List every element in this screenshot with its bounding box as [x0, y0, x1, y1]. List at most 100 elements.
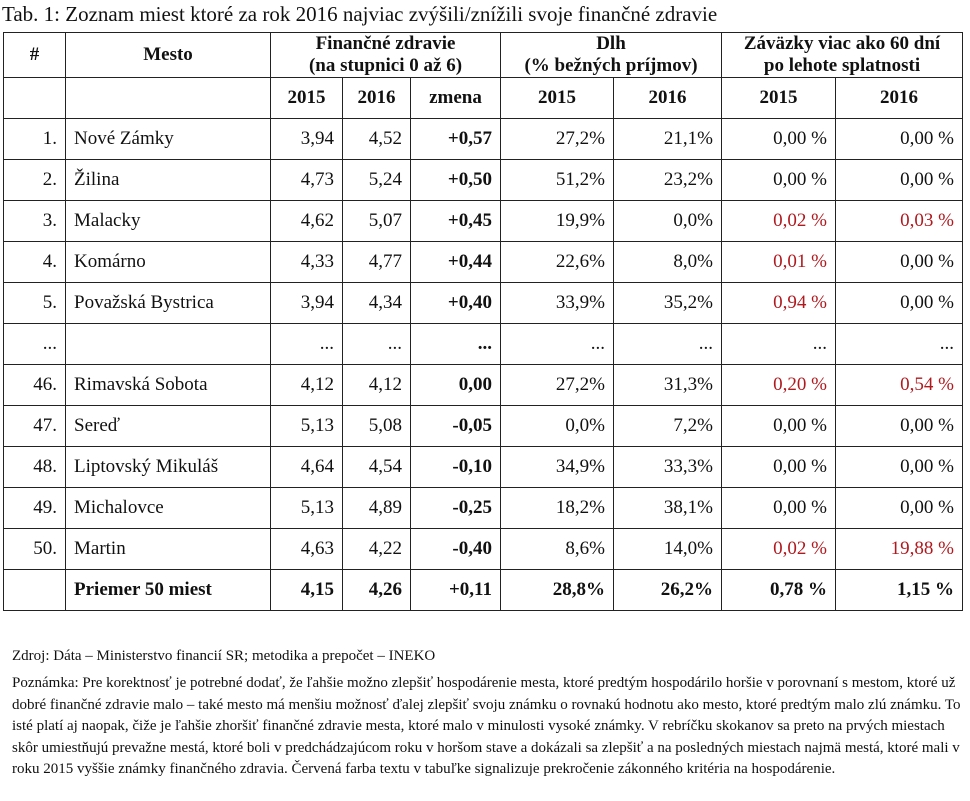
row-debt-2016: 8,0% — [613, 241, 722, 283]
row-health-change: +0,44 — [410, 241, 501, 283]
header-empty-city — [65, 77, 271, 119]
row-liab-2016: ... — [835, 323, 963, 365]
row-number: 47. — [3, 405, 66, 447]
row-city: Považská Bystrica — [65, 282, 271, 324]
row-number: 49. — [3, 487, 66, 529]
row-health-2016: 5,08 — [342, 405, 411, 447]
header-num: # — [3, 32, 66, 78]
row-debt-2016: 33,3% — [613, 446, 722, 488]
row-health-2015: 5,13 — [270, 487, 343, 529]
row-debt-2015: 22,6% — [500, 241, 614, 283]
row-number: 2. — [3, 159, 66, 201]
row-liab-2015: 0,94 % — [721, 282, 836, 324]
table-row: 1. Nové Zámky 3,94 4,52 +0,57 27,2% 21,1% 0,00 … — [3, 118, 963, 160]
header-empty-num — [3, 77, 66, 119]
average-health-2016: 4,26 — [342, 569, 411, 611]
table-row: 49. Michalovce 5,13 4,89 -0,25 18,2% 38,1% 0,00… — [3, 487, 963, 529]
row-health-change: -0,40 — [410, 528, 501, 570]
row-debt-2016: 31,3% — [613, 364, 722, 406]
row-number: 46. — [3, 364, 66, 406]
header-city: Mesto — [65, 32, 271, 78]
row-debt-2015: 8,6% — [500, 528, 614, 570]
row-liab-2016: 0,54 % — [835, 364, 963, 406]
row-liab-2015: ... — [721, 323, 836, 365]
row-liab-2015: 0,00 % — [721, 405, 836, 447]
row-health-change: +0,40 — [410, 282, 501, 324]
row-health-2016: 4,34 — [342, 282, 411, 324]
header-liab-2016: 2016 — [835, 77, 963, 119]
header-health-2016: 2016 — [342, 77, 411, 119]
row-health-2016: 4,52 — [342, 118, 411, 160]
table-row: ........................ — [3, 323, 963, 365]
row-debt-2016: 14,0% — [613, 528, 722, 570]
row-health-change: -0,05 — [410, 405, 501, 447]
row-debt-2015: 19,9% — [500, 200, 614, 242]
row-health-2015: 4,63 — [270, 528, 343, 570]
row-liab-2016: 0,00 % — [835, 282, 963, 324]
row-debt-2015: 33,9% — [500, 282, 614, 324]
row-number: ... — [3, 323, 66, 365]
row-debt-2016: 21,1% — [613, 118, 722, 160]
table-row: 50. Martin 4,63 4,22 -0,40 8,6% 14,0% 0,02 % 19,… — [3, 528, 963, 570]
row-health-2016: 4,22 — [342, 528, 411, 570]
header-health-line2: (na stupnici 0 až 6) — [308, 55, 463, 76]
header-liab-2015: 2015 — [721, 77, 836, 119]
average-debt-2015: 28,8% — [500, 569, 614, 611]
table-row: 2. Žilina 4,73 5,24 +0,50 51,2% 23,2% 0,00 % 0,0… — [3, 159, 963, 201]
table-row: 4. Komárno 4,33 4,77 +0,44 22,6% 8,0% 0,01 % 0,0… — [3, 241, 963, 283]
row-health-2015: ... — [270, 323, 343, 365]
row-city: Nové Zámky — [65, 118, 271, 160]
table-row: 3. Malacky 4,62 5,07 +0,45 19,9% 0,0% 0,02 % 0,0… — [3, 200, 963, 242]
row-liab-2015: 0,00 % — [721, 118, 836, 160]
row-debt-2016: ... — [613, 323, 722, 365]
row-liab-2016: 19,88 % — [835, 528, 963, 570]
row-health-2015: 5,13 — [270, 405, 343, 447]
row-debt-2015: 27,2% — [500, 364, 614, 406]
row-health-change: ... — [410, 323, 501, 365]
row-liab-2015: 0,02 % — [721, 528, 836, 570]
row-liab-2015: 0,00 % — [721, 446, 836, 488]
row-liab-2016: 0,00 % — [835, 405, 963, 447]
row-debt-2015: 0,0% — [500, 405, 614, 447]
row-health-2016: ... — [342, 323, 411, 365]
row-liab-2015: 0,02 % — [721, 200, 836, 242]
row-city: Michalovce — [65, 487, 271, 529]
row-debt-2016: 38,1% — [613, 487, 722, 529]
row-health-2015: 4,33 — [270, 241, 343, 283]
row-health-change: -0,25 — [410, 487, 501, 529]
row-liab-2015: 0,01 % — [721, 241, 836, 283]
row-liab-2016: 0,00 % — [835, 446, 963, 488]
source-text: Zdroj: Dáta – Ministerstvo financií SR; … — [12, 648, 436, 664]
row-liab-2015: 0,00 % — [721, 159, 836, 201]
table-row: 5. Považská Bystrica 3,94 4,34 +0,40 33,9% 35,… — [3, 282, 963, 324]
row-number: 1. — [3, 118, 66, 160]
table-row: 48. Liptovský Mikuláš 4,64 4,54 -0,10 34,9% 33… — [3, 446, 963, 488]
row-number: 5. — [3, 282, 66, 324]
row-health-change: +0,57 — [410, 118, 501, 160]
header-debt-2015: 2015 — [500, 77, 614, 119]
average-empty — [3, 569, 66, 611]
header-debt-2016: 2016 — [613, 77, 722, 119]
average-health-2015: 4,15 — [270, 569, 343, 611]
header-debt-line2: (% bežných príjmov) — [524, 55, 698, 76]
row-number: 48. — [3, 446, 66, 488]
table-row: 47. Sereď 5,13 5,08 -0,05 0,0% 7,2% 0,00 % 0,00 … — [3, 405, 963, 447]
row-health-2016: 5,07 — [342, 200, 411, 242]
row-city: Rimavská Sobota — [65, 364, 271, 406]
row-city: Martin — [65, 528, 271, 570]
row-health-2015: 4,64 — [270, 446, 343, 488]
average-liab-2016: 1,15 % — [835, 569, 963, 611]
row-number: 50. — [3, 528, 66, 570]
row-liab-2016: 0,00 % — [835, 159, 963, 201]
header-health-change: zmena — [410, 77, 501, 119]
table-body: 1. Nové Zámky 3,94 4,52 +0,57 27,2% 21,1% 0,00 … — [3, 118, 963, 570]
row-liab-2016: 0,03 % — [835, 200, 963, 242]
row-liab-2016: 0,00 % — [835, 487, 963, 529]
row-debt-2015: 34,9% — [500, 446, 614, 488]
row-city — [65, 323, 271, 365]
row-liab-2015: 0,00 % — [721, 487, 836, 529]
average-liab-2015: 0,78 % — [721, 569, 836, 611]
row-health-2016: 5,24 — [342, 159, 411, 201]
header-health-line1: Finančné zdravie — [315, 33, 456, 55]
header-liabilities: Záväzky viac ako 60 dní po lehote splatn… — [721, 32, 963, 78]
